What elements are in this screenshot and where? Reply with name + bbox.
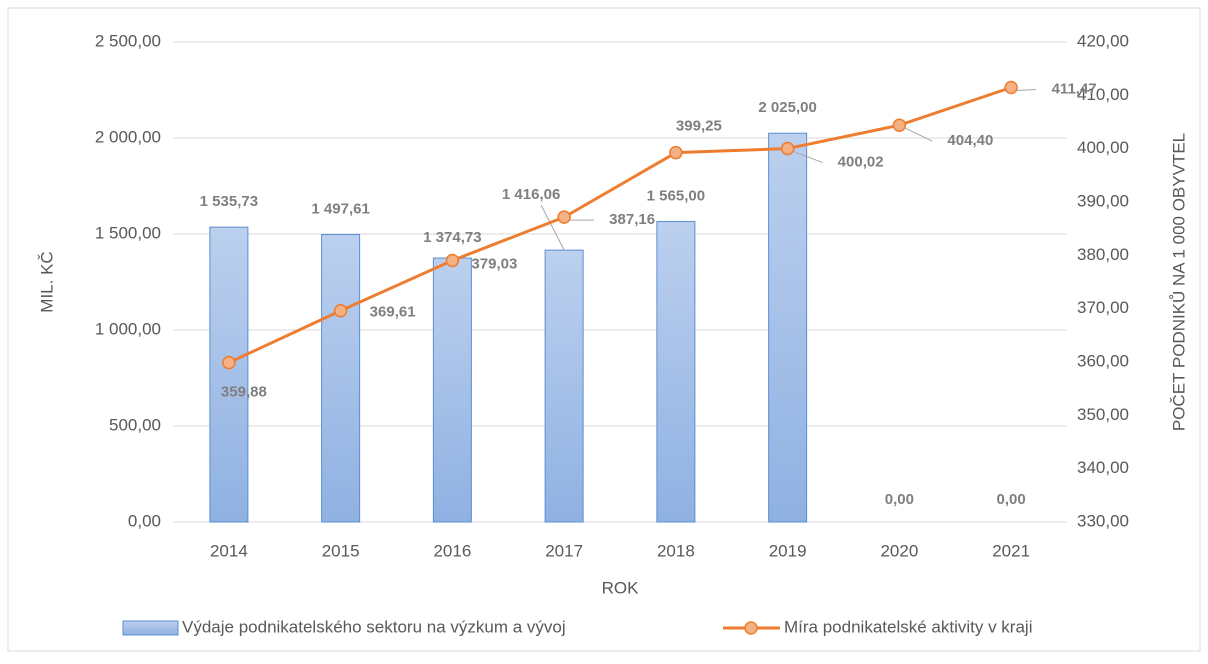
y2-tick-label: 340,00 bbox=[1077, 458, 1129, 477]
x-tick-label: 2020 bbox=[880, 541, 918, 560]
x-tick-label: 2016 bbox=[433, 541, 471, 560]
leader-line bbox=[905, 127, 933, 142]
line bbox=[228, 86, 1012, 365]
leader-line bbox=[540, 204, 565, 251]
data-label: 399,25 bbox=[676, 118, 722, 135]
y2-tick-label: 420,00 bbox=[1077, 31, 1129, 50]
y2-tick-label: 350,00 bbox=[1077, 405, 1129, 424]
y-tick-label: 2 500,00 bbox=[95, 31, 161, 50]
y2-tick-label: 370,00 bbox=[1077, 298, 1129, 317]
y-tick-label: 1 000,00 bbox=[95, 319, 161, 338]
x-tick-label: 2019 bbox=[769, 541, 807, 560]
x-tick-label: 2017 bbox=[545, 541, 583, 560]
bar bbox=[544, 249, 584, 523]
marker bbox=[557, 210, 571, 224]
data-label: 1 535,73 bbox=[200, 193, 258, 210]
x-tick-label: 2015 bbox=[322, 541, 360, 560]
data-label: 1 497,61 bbox=[311, 200, 369, 217]
x-tick-label: 2014 bbox=[210, 541, 248, 560]
bar bbox=[768, 132, 808, 523]
data-label: 359,88 bbox=[221, 384, 267, 401]
x-tick-label: 2021 bbox=[992, 541, 1030, 560]
data-label: 379,03 bbox=[471, 255, 517, 272]
data-label: 404,40 bbox=[947, 132, 993, 149]
legend-marker bbox=[744, 621, 758, 635]
y2-tick-label: 330,00 bbox=[1077, 511, 1129, 530]
y-tick-label: 0,00 bbox=[128, 511, 161, 530]
y-tick-label: 1 500,00 bbox=[95, 223, 161, 242]
bar bbox=[432, 257, 472, 523]
y2-tick-label: 390,00 bbox=[1077, 191, 1129, 210]
legend-label: Míra podnikatelské aktivity v kraji bbox=[784, 617, 1032, 636]
x-tick-label: 2018 bbox=[657, 541, 695, 560]
data-label: 0,00 bbox=[997, 491, 1026, 508]
data-label: 387,16 bbox=[609, 211, 655, 228]
data-label: 1 416,06 bbox=[502, 186, 560, 203]
legend-swatch bbox=[122, 620, 179, 636]
y-axis-title: MIL. KČ bbox=[37, 251, 56, 312]
marker bbox=[445, 253, 460, 268]
data-label: 400,02 bbox=[838, 154, 884, 171]
legend-label: Výdaje podnikatelského sektoru na výzkum… bbox=[182, 617, 566, 636]
x-axis-title: ROK bbox=[602, 578, 640, 597]
data-label: 411,47 bbox=[1052, 80, 1097, 97]
marker bbox=[222, 355, 236, 370]
y2-tick-label: 410,00 bbox=[1077, 85, 1129, 104]
marker bbox=[333, 303, 348, 318]
data-label: 369,61 bbox=[370, 304, 416, 321]
leader-line bbox=[793, 151, 823, 164]
marker bbox=[1004, 80, 1018, 95]
y2-tick-label: 380,00 bbox=[1077, 245, 1129, 264]
marker bbox=[780, 141, 795, 156]
bar bbox=[321, 233, 361, 523]
data-label: 1 374,73 bbox=[423, 229, 481, 246]
y-tick-label: 2 000,00 bbox=[95, 127, 161, 146]
bar bbox=[656, 221, 696, 523]
y-tick-label: 500,00 bbox=[109, 415, 161, 434]
marker bbox=[669, 145, 683, 160]
y2-axis-title: POČET PODNIKŮ NA 1 000 OBYVTEL bbox=[1169, 133, 1188, 431]
leader-line bbox=[1017, 88, 1037, 91]
data-label: 2 025,00 bbox=[758, 99, 816, 116]
marker bbox=[892, 118, 907, 132]
data-label: 1 565,00 bbox=[647, 187, 705, 204]
bar bbox=[209, 226, 249, 523]
data-label: 0,00 bbox=[885, 491, 914, 508]
y2-tick-label: 360,00 bbox=[1077, 351, 1129, 370]
y2-tick-label: 400,00 bbox=[1077, 138, 1129, 157]
